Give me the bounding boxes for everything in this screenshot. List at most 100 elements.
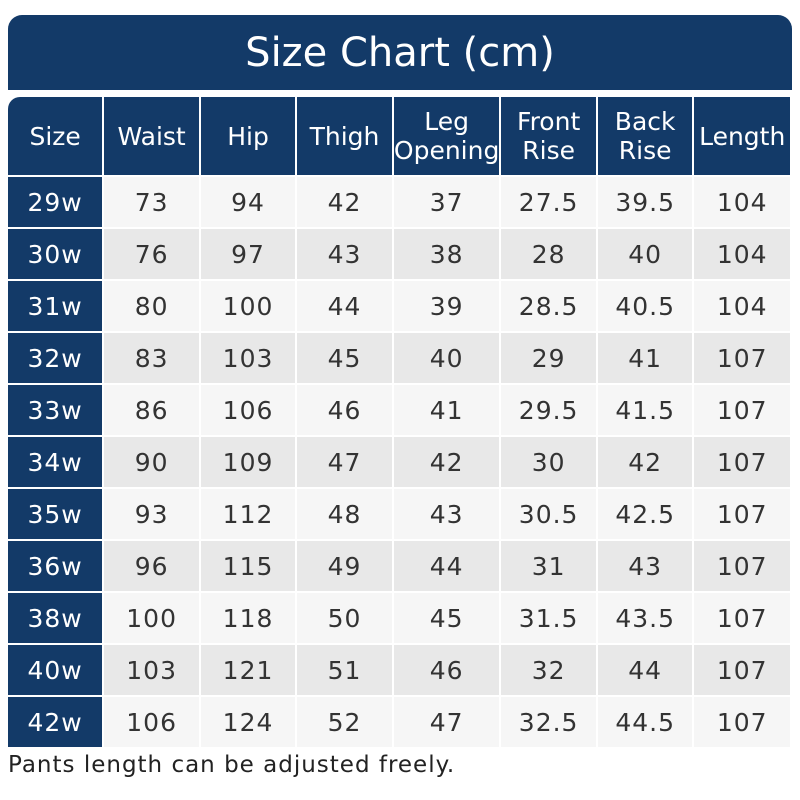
value-cell: 107 xyxy=(694,697,790,747)
value-cell: 30.5 xyxy=(501,489,596,539)
value-cell: 100 xyxy=(201,281,296,331)
value-cell: 97 xyxy=(201,229,296,279)
value-cell: 103 xyxy=(104,645,200,695)
value-cell: 47 xyxy=(297,437,392,487)
value-cell: 44 xyxy=(393,541,500,591)
value-cell: 107 xyxy=(694,333,790,383)
size-cell: 32w xyxy=(8,333,103,383)
value-cell: 28 xyxy=(501,229,596,279)
value-cell: 45 xyxy=(393,593,500,643)
value-cell: 80 xyxy=(104,281,200,331)
value-cell: 47 xyxy=(393,697,500,747)
value-cell: 42 xyxy=(393,437,500,487)
value-cell: 40 xyxy=(597,229,693,279)
size-cell: 34w xyxy=(8,437,103,487)
value-cell: 32.5 xyxy=(501,697,596,747)
table-row: 31w 80 100 44 39 28.5 40.5 104 xyxy=(8,281,790,331)
column-header: Size xyxy=(8,97,103,175)
footnote: Pants length can be adjusted freely. xyxy=(8,752,456,778)
value-cell: 73 xyxy=(104,177,200,227)
value-cell: 107 xyxy=(694,541,790,591)
value-cell: 49 xyxy=(297,541,392,591)
value-cell: 51 xyxy=(297,645,392,695)
size-cell: 36w xyxy=(8,541,103,591)
table-row: 38w 100 118 50 45 31.5 43.5 107 xyxy=(8,593,790,643)
value-cell: 124 xyxy=(201,697,296,747)
value-cell: 106 xyxy=(201,385,296,435)
table-row: 29w 73 94 42 37 27.5 39.5 104 xyxy=(8,177,790,227)
size-table: Size Waist Hip Thigh Leg Opening Front Rise Ba… xyxy=(6,95,792,749)
table-row: 35w 93 112 48 43 30.5 42.5 107 xyxy=(8,489,790,539)
size-cell: 31w xyxy=(8,281,103,331)
value-cell: 29.5 xyxy=(501,385,596,435)
value-cell: 118 xyxy=(201,593,296,643)
column-header: Back Rise xyxy=(597,97,693,175)
value-cell: 107 xyxy=(694,593,790,643)
table-row: 36w 96 115 49 44 31 43 107 xyxy=(8,541,790,591)
value-cell: 44 xyxy=(297,281,392,331)
value-cell: 76 xyxy=(104,229,200,279)
value-cell: 103 xyxy=(201,333,296,383)
value-cell: 107 xyxy=(694,645,790,695)
value-cell: 45 xyxy=(297,333,392,383)
column-header: Hip xyxy=(201,97,296,175)
size-cell: 38w xyxy=(8,593,103,643)
value-cell: 46 xyxy=(297,385,392,435)
value-cell: 42.5 xyxy=(597,489,693,539)
value-cell: 107 xyxy=(694,437,790,487)
column-header: Leg Opening xyxy=(393,97,500,175)
column-header: Length xyxy=(694,97,790,175)
value-cell: 112 xyxy=(201,489,296,539)
column-header: Thigh xyxy=(297,97,392,175)
value-cell: 104 xyxy=(694,177,790,227)
size-cell: 30w xyxy=(8,229,103,279)
value-cell: 107 xyxy=(694,489,790,539)
chart-title: Size Chart (cm) xyxy=(8,15,792,90)
value-cell: 106 xyxy=(104,697,200,747)
value-cell: 115 xyxy=(201,541,296,591)
value-cell: 28.5 xyxy=(501,281,596,331)
value-cell: 52 xyxy=(297,697,392,747)
value-cell: 121 xyxy=(201,645,296,695)
value-cell: 39.5 xyxy=(597,177,693,227)
value-cell: 31.5 xyxy=(501,593,596,643)
size-cell: 35w xyxy=(8,489,103,539)
size-cell: 42w xyxy=(8,697,103,747)
value-cell: 46 xyxy=(393,645,500,695)
value-cell: 48 xyxy=(297,489,392,539)
table-row: 42w 106 124 52 47 32.5 44.5 107 xyxy=(8,697,790,747)
value-cell: 43 xyxy=(393,489,500,539)
value-cell: 39 xyxy=(393,281,500,331)
value-cell: 83 xyxy=(104,333,200,383)
table-row: 34w 90 109 47 42 30 42 107 xyxy=(8,437,790,487)
column-header: Waist xyxy=(104,97,200,175)
table-row: 40w 103 121 51 46 32 44 107 xyxy=(8,645,790,695)
value-cell: 96 xyxy=(104,541,200,591)
value-cell: 40 xyxy=(393,333,500,383)
value-cell: 43 xyxy=(297,229,392,279)
value-cell: 104 xyxy=(694,281,790,331)
table-row: 32w 83 103 45 40 29 41 107 xyxy=(8,333,790,383)
value-cell: 41 xyxy=(393,385,500,435)
value-cell: 37 xyxy=(393,177,500,227)
value-cell: 29 xyxy=(501,333,596,383)
value-cell: 43.5 xyxy=(597,593,693,643)
value-cell: 41.5 xyxy=(597,385,693,435)
value-cell: 86 xyxy=(104,385,200,435)
value-cell: 93 xyxy=(104,489,200,539)
value-cell: 31 xyxy=(501,541,596,591)
size-cell: 40w xyxy=(8,645,103,695)
value-cell: 30 xyxy=(501,437,596,487)
value-cell: 109 xyxy=(201,437,296,487)
value-cell: 44.5 xyxy=(597,697,693,747)
size-cell: 29w xyxy=(8,177,103,227)
table-row: 30w 76 97 43 38 28 40 104 xyxy=(8,229,790,279)
value-cell: 40.5 xyxy=(597,281,693,331)
size-cell: 33w xyxy=(8,385,103,435)
value-cell: 41 xyxy=(597,333,693,383)
column-header: Front Rise xyxy=(501,97,596,175)
value-cell: 107 xyxy=(694,385,790,435)
table-row: 33w 86 106 46 41 29.5 41.5 107 xyxy=(8,385,790,435)
value-cell: 27.5 xyxy=(501,177,596,227)
value-cell: 104 xyxy=(694,229,790,279)
